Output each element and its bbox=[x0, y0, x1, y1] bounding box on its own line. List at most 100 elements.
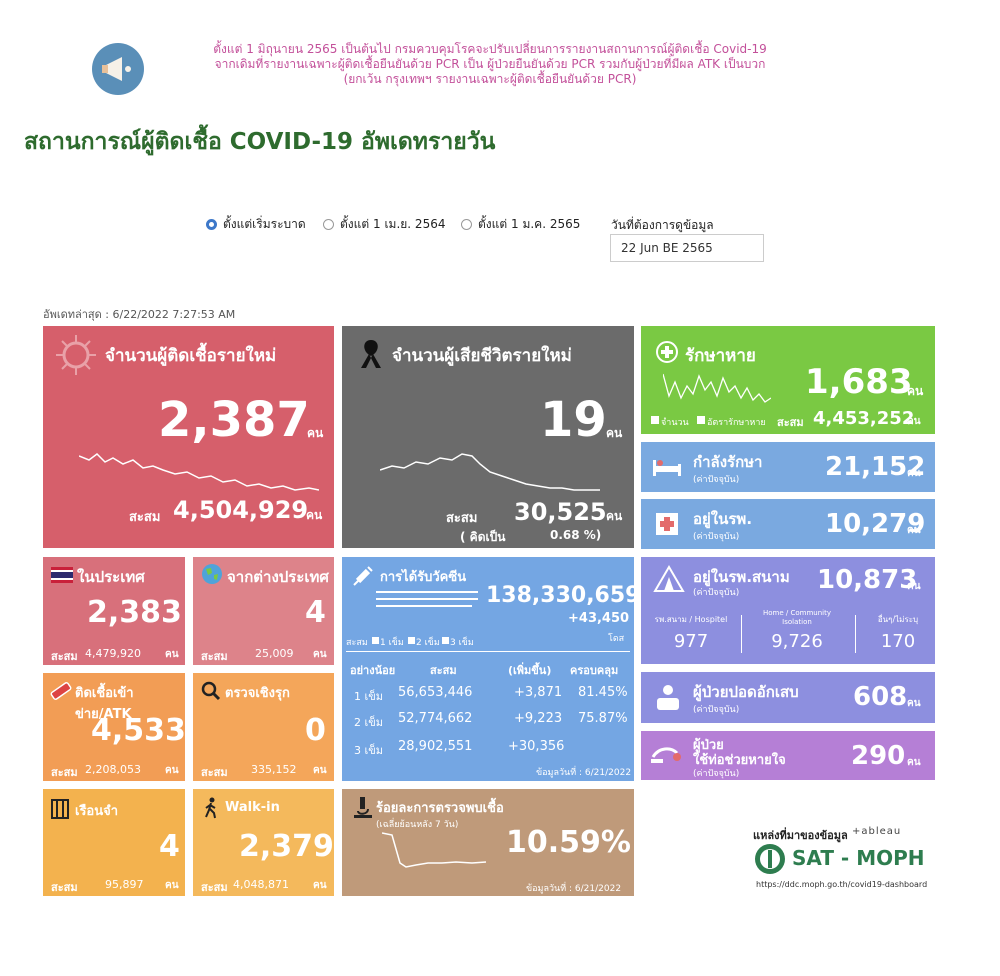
death-rate-label: ( คิดเป็น bbox=[460, 530, 506, 544]
atk-label: ติดเชื้อเข้าข่าย/ATK bbox=[75, 686, 134, 722]
date-input[interactable]: 22 Jun BE 2565 bbox=[610, 234, 764, 262]
walkin-card: Walk-in 2,379 สะสม 4,048,871 คน bbox=[193, 789, 334, 896]
filter-option-since-jan-2565[interactable]: ตั้งแต่ 1 ม.ค. 2565 bbox=[461, 215, 580, 234]
deaths-value: 19 bbox=[540, 392, 607, 448]
ventilator-note: (ค่าปัจจุบัน) bbox=[693, 769, 740, 779]
unit-label: คน bbox=[165, 880, 179, 891]
prison-value: 4 bbox=[159, 829, 180, 864]
vaccine-dose1-bar bbox=[376, 598, 478, 600]
legend-swatch bbox=[408, 637, 415, 644]
new-cases-trend-line bbox=[79, 453, 319, 491]
pneumonia-note: (ค่าปัจจุบัน) bbox=[693, 705, 740, 715]
cumulative-label: สะสม bbox=[129, 510, 161, 525]
new-cases-cumulative: 4,504,929 bbox=[173, 496, 309, 524]
globe-icon bbox=[202, 564, 222, 584]
unit-label: คน bbox=[907, 581, 921, 592]
vaccine-row-total: 56,653,446 bbox=[398, 685, 473, 700]
pneumonia-card: ผู้ป่วยปอดอักเสบ (ค่าปัจจุบัน) 608 คน bbox=[641, 672, 935, 723]
vaccine-header: ครอบคลุม bbox=[570, 664, 619, 677]
microscope-icon bbox=[354, 797, 372, 818]
radio-icon[interactable] bbox=[461, 219, 472, 230]
tableau-logo: +ableau bbox=[852, 826, 902, 837]
recovered-label: รักษาหาย bbox=[685, 346, 756, 366]
filter-option-since-apr-2564[interactable]: ตั้งแต่ 1 เม.ย. 2564 bbox=[323, 215, 445, 234]
plus-cross-icon bbox=[656, 341, 678, 363]
treating-value: 21,152 bbox=[825, 452, 926, 482]
domestic-label: ในประเทศ bbox=[77, 568, 145, 586]
notice-line-2: จากเดิมที่รายงานเฉพาะผู้ติดเชื้อยืนยันด้… bbox=[214, 57, 766, 71]
vaccine-total: 138,330,659 bbox=[486, 583, 634, 608]
thailand-flag-icon bbox=[51, 567, 73, 583]
radio-icon[interactable] bbox=[323, 219, 334, 230]
positivity-note: (เฉลี่ยย้อนหลัง 7 วัน) bbox=[376, 820, 459, 830]
deaths-card: จำนวนผู้เสียชีวิตรายใหม่ 19 คน สะสม 30,5… bbox=[342, 326, 634, 548]
legend-swatch bbox=[372, 637, 379, 644]
megaphone-icon bbox=[92, 43, 144, 95]
vaccine-data-date: ข้อมูลวันที่ : 6/21/2022 bbox=[536, 768, 632, 778]
ventilator-icon bbox=[651, 747, 681, 763]
radio-selected-icon[interactable] bbox=[206, 219, 217, 230]
walking-person-icon bbox=[205, 797, 216, 819]
hospital-bed-icon bbox=[653, 460, 681, 476]
filter-option-label: ตั้งแต่ 1 เม.ย. 2564 bbox=[340, 217, 446, 231]
ventilator-card: ผู้ป่วย ใช้ท่อช่วยหายใจ (ค่าปัจจุบัน) 29… bbox=[641, 731, 935, 780]
active-search-cumulative: 335,152 bbox=[251, 763, 297, 776]
vaccine-unit: โดส bbox=[608, 634, 625, 644]
filter-option-since-outbreak[interactable]: ตั้งแต่เริ่มระบาด bbox=[206, 215, 306, 234]
positivity-value: 10.59% bbox=[506, 825, 631, 860]
unit-label: คน bbox=[165, 765, 179, 776]
atk-value: 4,533 bbox=[91, 713, 185, 748]
cumulative-label: สะสม bbox=[446, 511, 478, 526]
vaccine-row-dose: 1 เข็ม bbox=[354, 690, 384, 703]
vaccine-total-bar bbox=[376, 591, 478, 593]
active-search-label: ตรวจเชิงรุก bbox=[225, 686, 290, 701]
vaccine-row-increase: +30,356 bbox=[508, 739, 565, 754]
hospital-building-icon bbox=[656, 513, 678, 535]
walkin-label: Walk-in bbox=[225, 800, 280, 815]
vaccine-row-increase: +9,223 bbox=[514, 711, 563, 726]
vaccine-legend-dose3: 3 เข็ม bbox=[450, 638, 474, 648]
vaccine-row-total: 52,774,662 bbox=[398, 711, 473, 726]
pneumonia-label: ผู้ป่วยปอดอักเสบ bbox=[693, 683, 799, 701]
moph-logo-icon bbox=[755, 844, 785, 874]
field-hospital-col-value: 977 bbox=[673, 631, 709, 652]
magnifier-icon bbox=[201, 681, 221, 701]
vaccine-daily: +43,450 bbox=[568, 611, 630, 626]
ventilator-label-1: ผู้ป่วย bbox=[693, 738, 724, 753]
last-updated: อัพเดทล่าสุด : 6/22/2022 7:27:53 AM bbox=[43, 308, 236, 321]
field-hospital-col-value: 170 bbox=[880, 631, 916, 652]
field-hospital-card: อยู่ในรพ.สนาม (ค่าปัจจุบัน) 10,873 คน รพ… bbox=[641, 557, 935, 664]
unit-label: คน bbox=[306, 508, 323, 522]
new-cases-card: จำนวนผู้ติดเชื้อรายใหม่ 2,387 คน สะสม 4,… bbox=[43, 326, 334, 548]
legend-swatch bbox=[442, 637, 449, 644]
field-hospital-col-value: 9,726 bbox=[771, 631, 823, 652]
cumulative-label: สะสม bbox=[201, 766, 228, 779]
field-hospital-value: 10,873 bbox=[817, 565, 918, 595]
abroad-cumulative: 25,009 bbox=[255, 647, 294, 660]
vaccine-header: (เพิ่มขึ้น) bbox=[508, 664, 552, 677]
unit-label: คน bbox=[907, 757, 921, 768]
unit-label: คน bbox=[313, 649, 327, 660]
cumulative-label: สะสม bbox=[51, 650, 78, 663]
new-cases-label: จำนวนผู้ติดเชื้อรายใหม่ bbox=[105, 346, 277, 366]
legend-swatch-count bbox=[651, 416, 659, 424]
cumulative-label: สะสม bbox=[51, 766, 78, 779]
patient-icon bbox=[657, 685, 679, 710]
legend-count: จำนวน bbox=[661, 418, 689, 428]
vaccine-legend-cumulative: สะสม bbox=[346, 638, 368, 648]
field-hospital-note: (ค่าปัจจุบัน) bbox=[693, 588, 740, 598]
black-ribbon-icon bbox=[361, 340, 381, 368]
vaccine-row-coverage: 81.45% bbox=[578, 685, 628, 700]
field-hospital-col-label: รพ.สนาม / Hospitel bbox=[654, 615, 728, 624]
positivity-label: ร้อยละการตรวจพบเชื้อ bbox=[376, 801, 504, 816]
pneumonia-value: 608 bbox=[853, 682, 908, 712]
recovered-card: รักษาหาย 1,683 คน จำนวน อัตรารักษาหาย สะ… bbox=[641, 326, 935, 434]
page-title: สถานการณ์ผู้ติดเชื้อ COVID-19 อัพเดทรายว… bbox=[24, 129, 496, 155]
active-search-card: ตรวจเชิงรุก 0 สะสม 335,152 คน bbox=[193, 673, 334, 781]
recovered-cumulative: 4,453,252 bbox=[813, 408, 915, 429]
unit-label: คน bbox=[165, 649, 179, 660]
source-url[interactable]: https://ddc.moph.go.th/covid19-dashboard bbox=[756, 880, 928, 889]
ventilator-value: 290 bbox=[851, 741, 906, 771]
column-divider bbox=[855, 615, 856, 653]
deaths-label: จำนวนผู้เสียชีวิตรายใหม่ bbox=[392, 346, 572, 366]
